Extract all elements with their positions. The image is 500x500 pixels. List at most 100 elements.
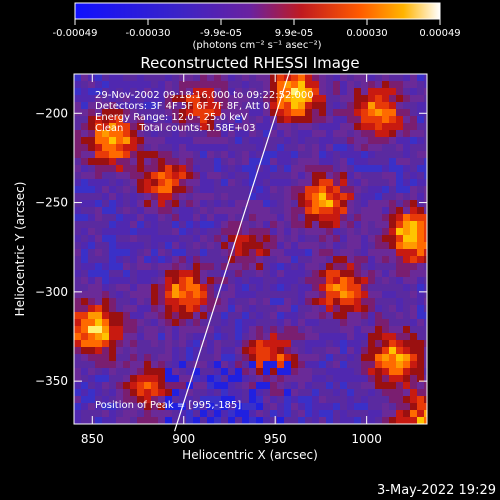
heatmap-cell	[403, 333, 410, 340]
heatmap-cell	[109, 291, 116, 298]
heatmap-cell	[354, 95, 361, 102]
heatmap-cell	[354, 417, 361, 424]
heatmap-cell	[81, 74, 88, 81]
heatmap-cell	[340, 354, 347, 361]
heatmap-cell	[130, 221, 137, 228]
heatmap-cell	[403, 417, 410, 424]
heatmap-cell	[396, 305, 403, 312]
heatmap-cell	[326, 249, 333, 256]
heatmap-cell	[263, 193, 270, 200]
heatmap-cell	[123, 403, 130, 410]
heatmap-cell	[102, 417, 109, 424]
heatmap-cell	[172, 333, 179, 340]
heatmap-cell	[130, 88, 137, 95]
heatmap-cell	[116, 361, 123, 368]
heatmap-cell	[88, 81, 95, 88]
heatmap-cell	[277, 256, 284, 263]
heatmap-cell	[130, 81, 137, 88]
heatmap-cell	[158, 333, 165, 340]
heatmap-cell	[305, 165, 312, 172]
heatmap-cell	[88, 319, 95, 326]
heatmap-cell	[186, 200, 193, 207]
heatmap-cell	[207, 228, 214, 235]
heatmap-cell	[305, 88, 312, 95]
heatmap-cell	[277, 214, 284, 221]
heatmap-cell	[270, 179, 277, 186]
heatmap-cell	[347, 382, 354, 389]
heatmap-cell	[151, 228, 158, 235]
heatmap-cell	[158, 396, 165, 403]
heatmap-cell	[403, 221, 410, 228]
heatmap-cell	[200, 270, 207, 277]
heatmap-cell	[312, 298, 319, 305]
heatmap-cell	[81, 88, 88, 95]
heatmap-cell	[403, 242, 410, 249]
heatmap-cell	[424, 361, 427, 368]
heatmap-cell	[200, 305, 207, 312]
heatmap-cell	[354, 172, 361, 179]
heatmap-cell	[81, 291, 88, 298]
heatmap-cell	[144, 200, 151, 207]
heatmap-cell	[214, 102, 221, 109]
heatmap-cell	[74, 277, 81, 284]
heatmap-cell	[375, 368, 382, 375]
heatmap-cell	[424, 249, 427, 256]
heatmap-cell	[235, 151, 242, 158]
heatmap-cell	[347, 270, 354, 277]
heatmap-cell	[319, 95, 326, 102]
heatmap-cell	[284, 354, 291, 361]
heatmap-cell	[347, 291, 354, 298]
heatmap-cell	[102, 340, 109, 347]
heatmap-cell	[214, 284, 221, 291]
heatmap-cell	[172, 375, 179, 382]
heatmap-cell	[116, 382, 123, 389]
heatmap-cell	[249, 403, 256, 410]
heatmap-cell	[368, 123, 375, 130]
heatmap-cell	[410, 88, 417, 95]
heatmap-cell	[249, 109, 256, 116]
heatmap-cell	[382, 291, 389, 298]
heatmap-cell	[214, 312, 221, 319]
heatmap-cell	[221, 361, 228, 368]
heatmap-cell	[375, 88, 382, 95]
heatmap-cell	[340, 165, 347, 172]
heatmap-cell	[277, 74, 284, 81]
heatmap-cell	[242, 235, 249, 242]
heatmap-cell	[151, 207, 158, 214]
heatmap-cell	[249, 88, 256, 95]
heatmap-cell	[179, 74, 186, 81]
heatmap-cell	[298, 116, 305, 123]
heatmap-cell	[109, 249, 116, 256]
heatmap-cell	[137, 298, 144, 305]
heatmap-cell	[403, 116, 410, 123]
heatmap-cell	[417, 375, 424, 382]
heatmap-cell	[172, 158, 179, 165]
heatmap-cell	[382, 123, 389, 130]
heatmap-cell	[123, 291, 130, 298]
heatmap-cell	[270, 193, 277, 200]
heatmap-cell	[228, 207, 235, 214]
heatmap-cell	[305, 207, 312, 214]
heatmap-cell	[116, 333, 123, 340]
heatmap-cell	[116, 123, 123, 130]
heatmap-cell	[88, 298, 95, 305]
heatmap-cell	[361, 179, 368, 186]
heatmap-cell	[305, 284, 312, 291]
heatmap-cell	[130, 158, 137, 165]
heatmap-cell	[368, 165, 375, 172]
heatmap-cell	[291, 165, 298, 172]
heatmap-cell	[74, 116, 81, 123]
heatmap-cell	[424, 389, 427, 396]
heatmap-cell	[137, 291, 144, 298]
heatmap-cell	[368, 263, 375, 270]
heatmap-cell	[221, 130, 228, 137]
heatmap-cell	[333, 389, 340, 396]
heatmap-cell	[123, 326, 130, 333]
heatmap-cell	[389, 396, 396, 403]
heatmap-cell	[403, 74, 410, 81]
heatmap-cell	[186, 137, 193, 144]
heatmap-cell	[424, 368, 427, 375]
heatmap-cell	[200, 207, 207, 214]
heatmap-cell	[88, 277, 95, 284]
heatmap-cell	[270, 137, 277, 144]
